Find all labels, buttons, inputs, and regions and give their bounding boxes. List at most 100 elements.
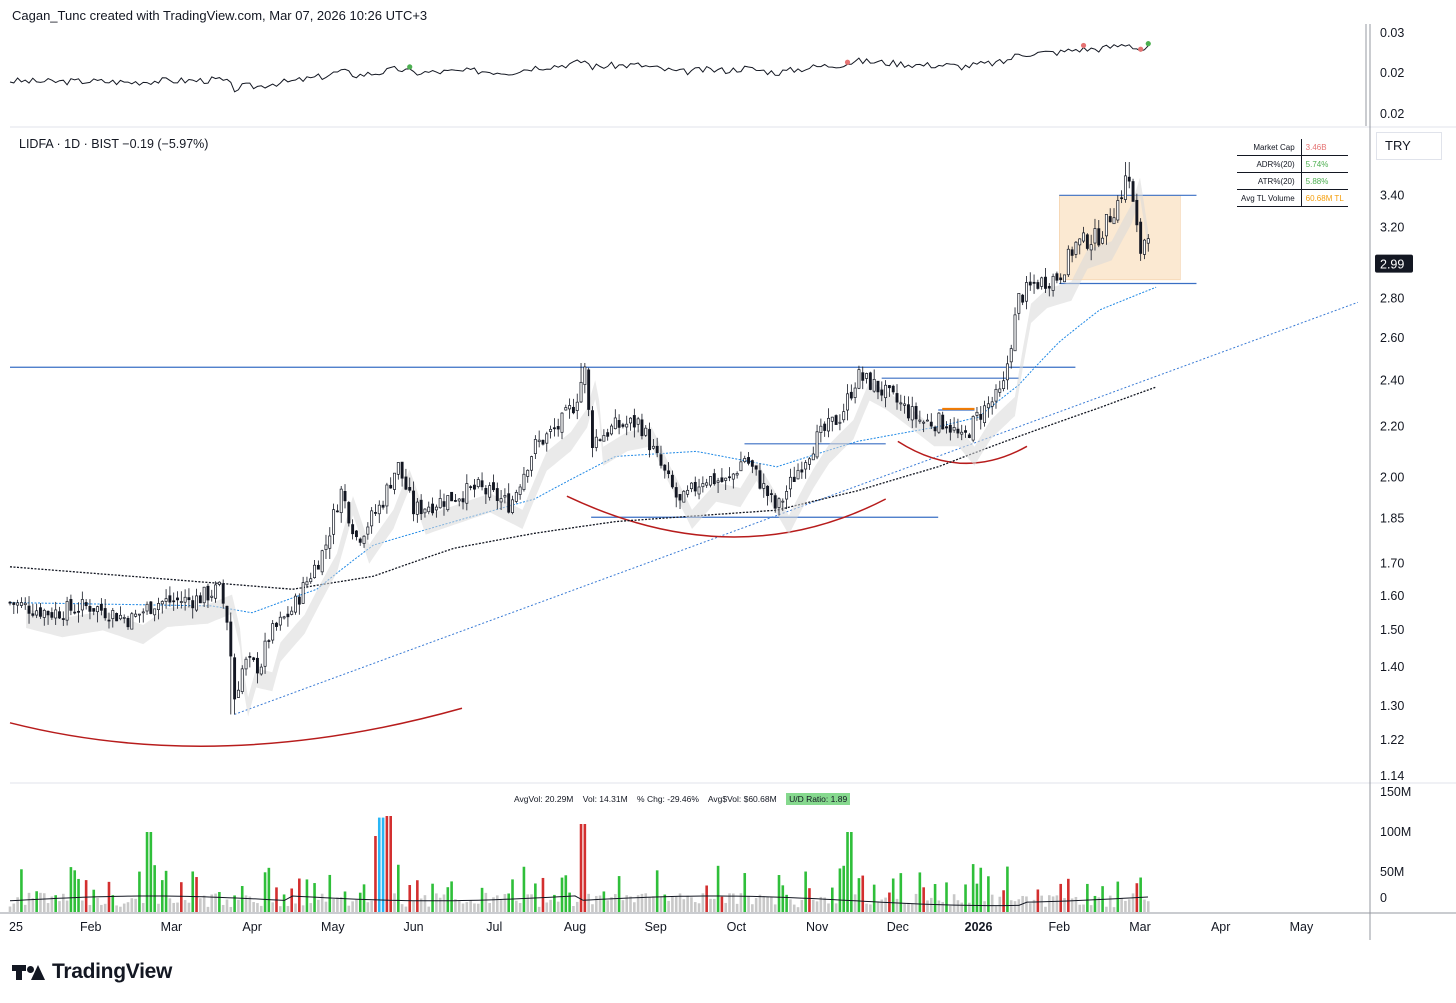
volume-bar (488, 903, 491, 912)
volume-bar (450, 881, 453, 912)
price-tick-label: 1.30 (1380, 699, 1404, 713)
volume-bar (206, 906, 210, 912)
candle-body (99, 603, 103, 611)
candle-body (141, 611, 145, 614)
volume-bar (537, 906, 541, 912)
candle-body (415, 501, 419, 515)
candle-body (910, 406, 914, 421)
candle-body (160, 601, 164, 605)
volume-bar (987, 876, 990, 912)
volume-bar (358, 892, 362, 912)
candle-body (1032, 281, 1036, 284)
candle-body (678, 494, 682, 501)
volume-bar (697, 903, 701, 912)
volume-bar (770, 896, 773, 912)
candle-body (1104, 214, 1108, 237)
volume-bar (964, 884, 967, 912)
last-price-badge (1375, 254, 1413, 273)
volume-bar (202, 895, 206, 912)
candle-body (19, 602, 23, 606)
candle-body (236, 689, 240, 698)
volume-bar (587, 893, 590, 912)
volume-bar (438, 897, 442, 912)
volume-bar (891, 878, 895, 912)
volume-bar (423, 895, 427, 912)
price-tick-label: 1.14 (1380, 769, 1404, 783)
volume-bar (1089, 905, 1093, 912)
candle-body (533, 439, 537, 455)
candle-body (606, 432, 610, 437)
volume-bar (572, 905, 575, 912)
candle-body (1009, 348, 1013, 363)
candle-body (1123, 175, 1127, 200)
candle-body (876, 380, 880, 393)
volume-tick-label: 100M (1380, 825, 1411, 839)
candle-body (393, 472, 396, 490)
candle-body (153, 608, 157, 616)
candle-body (948, 424, 952, 433)
candle-body (986, 403, 990, 409)
time-tick-label: Oct (727, 920, 747, 934)
candle-body (556, 426, 560, 430)
volume-bar (290, 888, 294, 912)
candle-body (366, 526, 370, 535)
candle-body (1055, 273, 1059, 281)
candle-body (670, 474, 674, 488)
volume-bar (237, 899, 240, 912)
volume-bar (903, 902, 906, 912)
volume-bar (145, 832, 149, 912)
candle-body (971, 416, 975, 441)
candle-body (377, 504, 381, 515)
tradingview-logo[interactable]: TradingView (12, 960, 172, 983)
candle-body (46, 610, 50, 616)
candle-body (42, 609, 46, 618)
candle-body (1059, 277, 1063, 281)
candle-body (347, 502, 351, 524)
candle-body (8, 601, 12, 604)
time-tick-label: Mar (161, 920, 183, 934)
candle-body (1089, 244, 1093, 251)
volume-bar (876, 901, 880, 912)
candle-body (693, 481, 697, 492)
candle-body (507, 493, 511, 513)
candle-body (1017, 293, 1021, 314)
currency-button[interactable]: TRY (1376, 132, 1442, 160)
volume-bar (579, 824, 583, 912)
volume-bar (419, 898, 423, 912)
candle-body (248, 656, 252, 658)
volume-bar (564, 875, 568, 912)
volume-bar (1093, 895, 1097, 912)
volume-bar (42, 893, 46, 912)
candle-body (499, 498, 503, 503)
volume-bar (77, 878, 80, 912)
candle-body (636, 418, 640, 425)
volume-bar (73, 870, 77, 912)
volume-bar (1127, 899, 1131, 912)
candle-body (842, 411, 846, 421)
candle-body (80, 599, 84, 611)
candle-body (457, 498, 461, 502)
candle-body (343, 491, 347, 502)
volume-bar (1097, 897, 1101, 912)
volume-bar (644, 893, 648, 912)
candle-body (282, 616, 286, 619)
candle-body (617, 420, 621, 428)
candle-body (27, 605, 31, 614)
volume-bar (442, 894, 446, 912)
volume-bar (811, 899, 815, 912)
volume-bar (659, 896, 663, 912)
stats-row-market-cap: Market Cap 3.46B (1237, 139, 1348, 156)
volume-bar (427, 906, 431, 912)
candle-body (781, 500, 785, 503)
candle-body (31, 613, 35, 616)
candle-body (868, 372, 872, 390)
volume-bar (267, 867, 271, 912)
volume-bar (88, 904, 92, 912)
volume-bar (1116, 881, 1120, 912)
volume-bar (282, 894, 286, 912)
stats-label: ADR%(20) (1237, 155, 1302, 173)
volume-bar (263, 872, 267, 912)
candle-body (58, 611, 61, 619)
candle-body (290, 610, 294, 615)
symbol-legend[interactable]: LIDFA · 1D · BIST −0.19 (−5.97%) (19, 137, 209, 151)
